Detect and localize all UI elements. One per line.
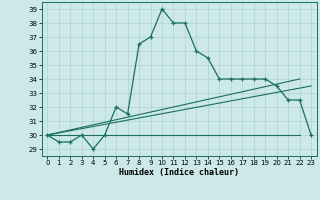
X-axis label: Humidex (Indice chaleur): Humidex (Indice chaleur): [119, 168, 239, 177]
